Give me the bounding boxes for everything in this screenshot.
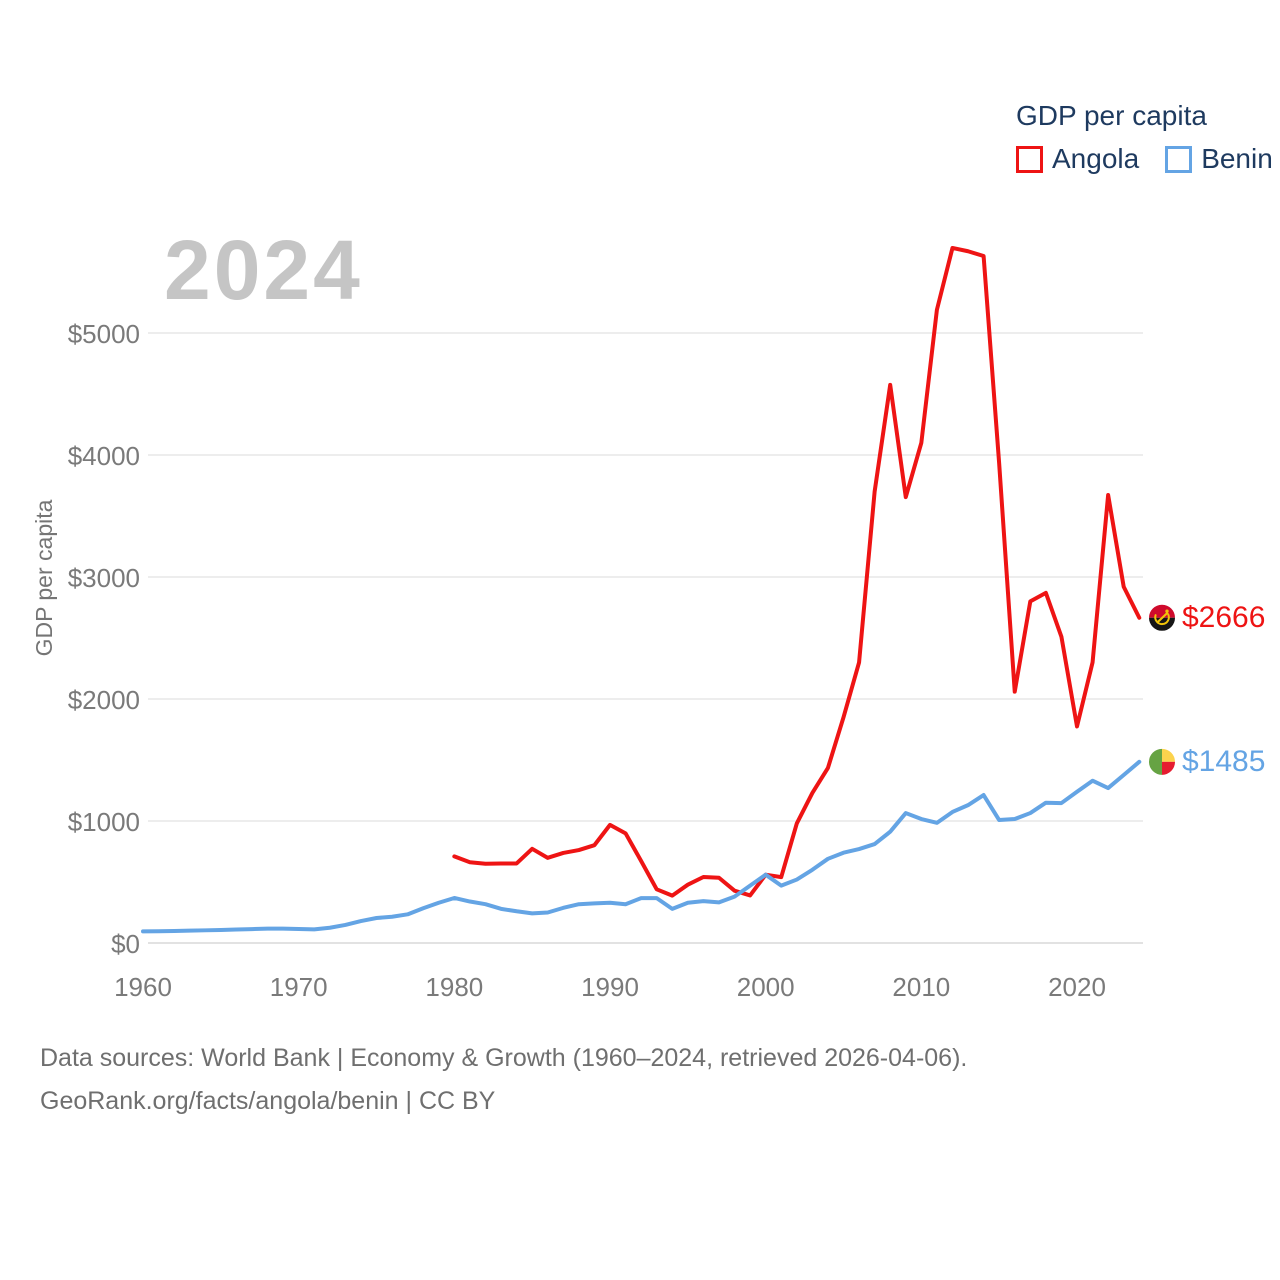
angola-value-label: $2666: [1182, 600, 1266, 634]
legend-label-angola: Angola: [1052, 143, 1140, 174]
footer-sources-line: Data sources: World Bank | Economy & Gro…: [40, 1044, 968, 1072]
year-watermark: 2024: [164, 223, 363, 317]
footer-attribution-line: GeoRank.org/facts/angola/benin | CC BY: [40, 1087, 496, 1115]
x-tick-label: 1980: [425, 972, 484, 1002]
x-tick-label: 2020: [1048, 972, 1106, 1002]
x-tick-label: 2010: [892, 972, 951, 1002]
y-tick-label: $3000: [67, 563, 140, 593]
benin-line: [141, 759, 1142, 934]
legend-label-benin: Benin: [1201, 143, 1273, 174]
angola-swatch-icon: [1016, 145, 1043, 173]
y-tick-label: $5000: [67, 319, 140, 349]
x-tick-label: 1960: [114, 972, 172, 1002]
benin-swatch-icon: [1165, 145, 1193, 173]
legend: GDP per capita Angola Benin: [1016, 100, 1273, 175]
legend-item-angola[interactable]: Angola: [1016, 143, 1139, 175]
y-tick-label: $4000: [67, 441, 140, 471]
x-tick-label: 1990: [581, 972, 639, 1002]
series-lines: [141, 245, 1142, 934]
gridlines: [148, 332, 1143, 944]
footer: Data sources: World Bank | Economy & Gro…: [40, 1044, 967, 1130]
y-tick-label: $1000: [67, 807, 140, 837]
x-tick-label: 2000: [736, 972, 795, 1002]
y-tick-label: $0: [111, 929, 140, 959]
y-tick-label: $2000: [67, 685, 140, 715]
angola-flag-icon: [1148, 603, 1176, 632]
legend-item-benin[interactable]: Benin: [1165, 143, 1273, 175]
legend-title: GDP per capita: [1016, 100, 1207, 131]
benin-value-label: $1485: [1182, 744, 1266, 778]
benin-flag-icon: [1148, 747, 1176, 776]
legend-items: Angola Benin: [1016, 143, 1273, 175]
x-tick-label: 1970: [269, 972, 328, 1002]
angola-line: [452, 245, 1142, 898]
